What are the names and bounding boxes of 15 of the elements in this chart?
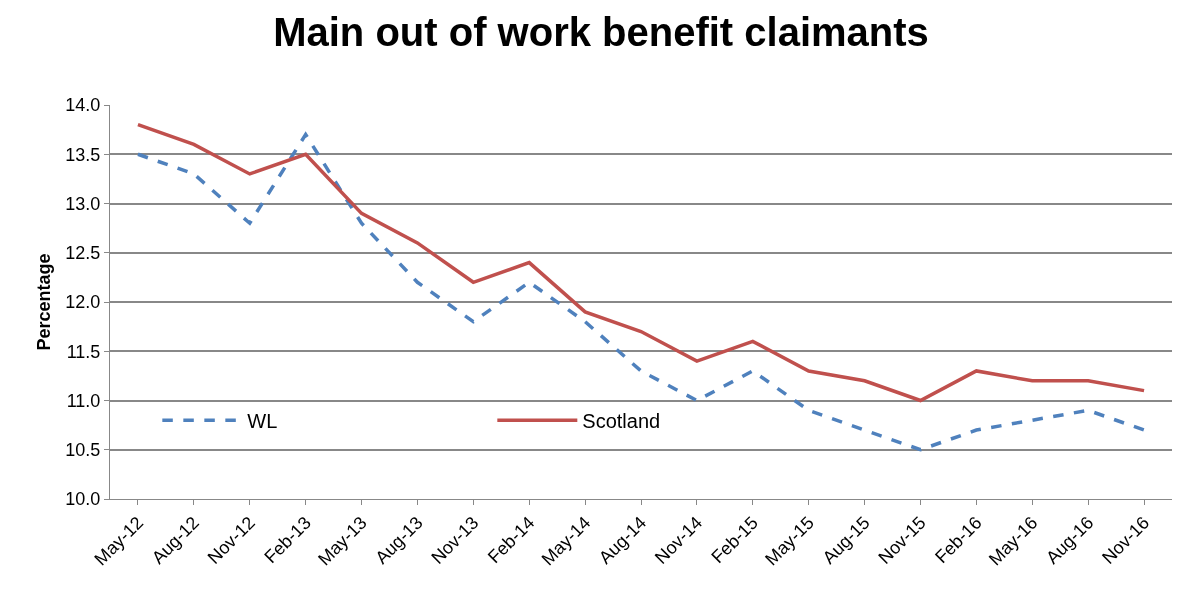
line-series	[136, 132, 1146, 452]
y-tick-label: 13.0	[65, 193, 101, 214]
y-tick-label: 11.5	[66, 341, 101, 362]
y-axis-title: Percentage	[33, 253, 54, 351]
y-tick-label: 12.5	[65, 243, 101, 264]
legend-label: WL	[247, 410, 278, 432]
y-tick-label: 10.0	[65, 489, 101, 510]
y-tick-label: 14.0	[65, 95, 101, 116]
y-tick-label: 13.5	[65, 144, 101, 165]
line-series	[136, 122, 1146, 403]
y-tick-label: 10.5	[65, 440, 101, 461]
legend-label: Scotland	[582, 410, 661, 432]
y-tick-label: 11.0	[66, 390, 101, 411]
chart-title: Main out of work benefit claimants	[273, 9, 929, 54]
y-tick-label: 12.0	[65, 292, 101, 313]
